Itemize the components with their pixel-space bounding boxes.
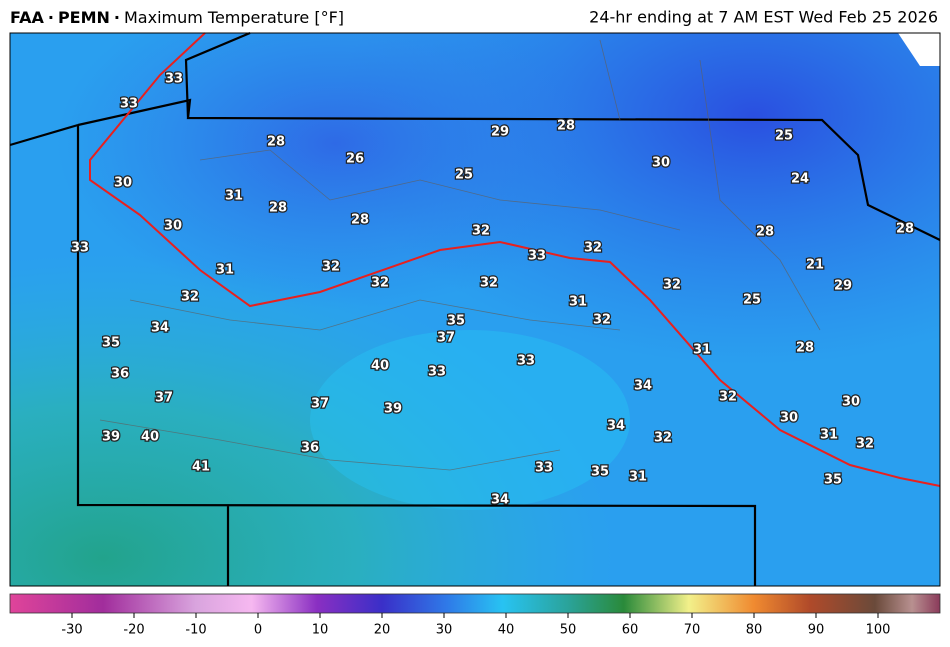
station-value: 30 <box>842 395 860 410</box>
station-value: 32 <box>181 290 199 305</box>
station-value: 31 <box>569 295 587 310</box>
title-part: FAA <box>10 8 44 27</box>
station-value: 28 <box>269 201 287 216</box>
station-value: 31 <box>820 428 838 443</box>
station-value: 31 <box>225 189 243 204</box>
station-value: 32 <box>472 224 490 239</box>
station-value: 33 <box>535 461 553 476</box>
station-value: 32 <box>654 431 672 446</box>
station-value: 34 <box>151 321 169 336</box>
station-value: 33 <box>517 354 535 369</box>
station-value: 39 <box>384 402 402 417</box>
colorbar-tick-label: 100 <box>866 623 891 638</box>
station-value: 28 <box>351 213 369 228</box>
station-value: 35 <box>591 465 609 480</box>
station-value: 32 <box>593 313 611 328</box>
station-value: 37 <box>437 331 455 346</box>
title-part: Maximum Temperature [°F] <box>124 8 344 27</box>
station-value: 34 <box>634 379 652 394</box>
title-separator: · <box>48 8 54 27</box>
station-value: 29 <box>491 125 509 140</box>
station-value: 37 <box>155 391 173 406</box>
header-title: FAA · PEMN · Maximum Temperature [°F] <box>10 8 344 27</box>
station-value: 35 <box>102 336 120 351</box>
station-value: 40 <box>371 359 389 374</box>
station-value: 32 <box>584 241 602 256</box>
station-value: 33 <box>428 365 446 380</box>
colorbar-tick-label: 20 <box>374 623 391 638</box>
station-value: 25 <box>743 293 761 308</box>
station-value: 28 <box>756 225 774 240</box>
station-value: 31 <box>629 470 647 485</box>
station-value: 30 <box>164 219 182 234</box>
colorbar-scale <box>9 593 941 614</box>
station-value: 33 <box>71 241 89 256</box>
station-value: 21 <box>806 258 824 273</box>
colorbar-tick-label: 30 <box>436 623 453 638</box>
station-value: 34 <box>491 493 509 508</box>
station-value: 33 <box>528 249 546 264</box>
colorbar-tick-label: 40 <box>498 623 515 638</box>
station-value: 30 <box>652 156 670 171</box>
colorbar <box>9 593 941 614</box>
station-value: 30 <box>114 176 132 191</box>
station-value: 32 <box>371 276 389 291</box>
station-value: 31 <box>693 343 711 358</box>
colorbar-tick-label: 80 <box>746 623 763 638</box>
station-value: 37 <box>311 397 329 412</box>
title-part: PEMN <box>58 8 110 27</box>
title-separator: · <box>114 8 120 27</box>
station-value: 26 <box>346 152 364 167</box>
station-value: 25 <box>455 168 473 183</box>
station-value: 32 <box>856 437 874 452</box>
map <box>9 31 941 587</box>
station-value: 24 <box>791 172 809 187</box>
valid-time: 24-hr ending at 7 AM EST Wed Feb 25 2026 <box>589 8 938 27</box>
station-value: 36 <box>301 441 319 456</box>
station-value: 32 <box>480 276 498 291</box>
station-value: 28 <box>796 341 814 356</box>
station-value: 30 <box>780 411 798 426</box>
colorbar-tick-label: 0 <box>254 623 262 638</box>
station-value: 35 <box>824 473 842 488</box>
station-value: 41 <box>192 460 210 475</box>
station-value: 36 <box>111 367 129 382</box>
colorbar-tick-label: 50 <box>560 623 577 638</box>
station-value: 33 <box>165 72 183 87</box>
station-value: 31 <box>216 263 234 278</box>
colorbar-tick-label: 60 <box>622 623 639 638</box>
colorbar-tick-label: 70 <box>684 623 701 638</box>
station-value: 28 <box>267 135 285 150</box>
station-value: 28 <box>557 119 575 134</box>
station-value: 25 <box>775 129 793 144</box>
colorbar-tick-label: -30 <box>61 623 82 638</box>
station-value: 40 <box>141 430 159 445</box>
colorbar-tick-label: 90 <box>808 623 825 638</box>
station-value: 33 <box>120 97 138 112</box>
station-value: 32 <box>719 390 737 405</box>
station-value: 29 <box>834 279 852 294</box>
colorbar-tick-label: 10 <box>312 623 329 638</box>
station-value: 28 <box>896 222 914 237</box>
colorbar-tick-label: -20 <box>123 623 144 638</box>
station-value: 35 <box>447 314 465 329</box>
station-value: 34 <box>607 419 625 434</box>
station-value: 32 <box>322 260 340 275</box>
station-value: 32 <box>663 278 681 293</box>
station-value: 39 <box>102 430 120 445</box>
colorbar-tick-label: -10 <box>185 623 206 638</box>
